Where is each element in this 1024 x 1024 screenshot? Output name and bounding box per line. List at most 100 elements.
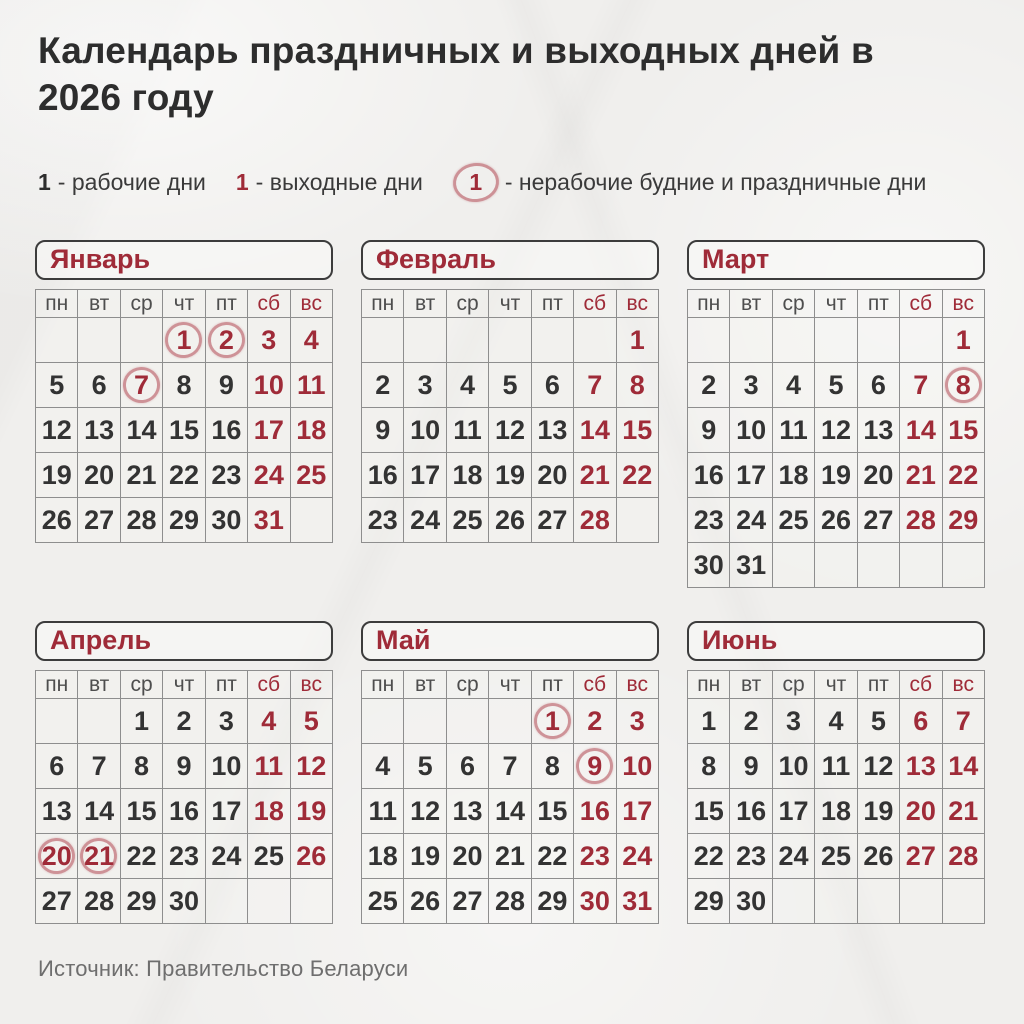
weekday-header: пн	[686, 289, 731, 318]
day-cell: 12	[488, 407, 532, 453]
day-number: 15	[622, 414, 653, 445]
day-number: 23	[579, 840, 610, 871]
day-cell: 24	[729, 497, 773, 543]
day-number: 7	[502, 750, 518, 781]
day-cell: 16	[729, 788, 773, 834]
day-cell: 3	[771, 698, 816, 744]
day-cell-empty	[856, 878, 901, 924]
day-number: 8	[544, 750, 560, 781]
day-number: 1	[955, 324, 971, 355]
day-cell: 17	[771, 788, 816, 834]
day-number: 2	[701, 369, 717, 400]
weekday-header: сб	[247, 670, 291, 699]
day-number: 1	[629, 324, 645, 355]
day-cell: 22	[119, 833, 164, 879]
day-cell: 14	[899, 407, 943, 453]
day-cell-empty	[771, 317, 816, 363]
day-number: 19	[863, 795, 894, 826]
day-number: 14	[126, 414, 157, 445]
day-number: 9	[375, 414, 391, 445]
day-cell: 6	[530, 362, 575, 408]
day-number: 24	[211, 840, 242, 871]
day-cell: 13	[899, 743, 943, 789]
weekday-header: пн	[360, 289, 405, 318]
day-number: 6	[460, 750, 476, 781]
day-cell: 22	[941, 452, 986, 498]
day-number: 3	[218, 705, 234, 736]
day-number: 23	[367, 504, 398, 535]
day-cell: 8	[119, 743, 164, 789]
day-number: 9	[701, 414, 717, 445]
day-number: 22	[168, 459, 199, 490]
day-cell: 16	[686, 452, 731, 498]
day-cell: 10	[204, 743, 249, 789]
day-cell: 27	[530, 497, 575, 543]
day-cell: 15	[615, 407, 660, 453]
day-number: 9	[743, 750, 759, 781]
day-number: 16	[168, 795, 199, 826]
weekday-header: вс	[615, 670, 660, 699]
day-number: 2	[176, 705, 192, 736]
day-cell: 8	[162, 362, 206, 408]
day-cell: 28	[488, 878, 532, 924]
day-number: 23	[211, 459, 242, 490]
day-number: 17	[211, 795, 242, 826]
day-number: 26	[41, 504, 72, 535]
day-cell: 13	[77, 407, 121, 453]
day-cell: 9	[686, 407, 731, 453]
day-cell: 25	[814, 833, 858, 879]
day-cell: 15	[686, 788, 731, 834]
month-calendar: пн вт ср чт пт сб вс 1 2 3 4 5 6 7 8 9 10 11 12 13 14 15 16 17 1…	[360, 670, 660, 924]
day-cell: 21	[119, 452, 164, 498]
day-number: 6	[91, 369, 107, 400]
day-cell-empty	[360, 317, 405, 363]
day-number: 19	[410, 840, 441, 871]
month-block-2: Февраль пн вт ср чт пт сб вс 1 2 3 4 5 6 7 8 9 10 11 12 13 14…	[360, 240, 660, 543]
day-number: 7	[955, 705, 971, 736]
day-number: 19	[41, 459, 72, 490]
day-cell: 28	[941, 833, 986, 879]
day-number: 15	[168, 414, 199, 445]
day-cell: 1	[941, 317, 986, 363]
day-number: 19	[296, 795, 327, 826]
month-title: Июнь	[687, 621, 985, 661]
day-cell-empty	[856, 542, 901, 588]
weekday-header: сб	[899, 670, 943, 699]
day-number: 4	[303, 324, 319, 355]
day-cell: 2	[360, 362, 405, 408]
day-cell: 21	[488, 833, 532, 879]
day-cell: 20	[899, 788, 943, 834]
day-cell: 9	[729, 743, 773, 789]
day-cell: 25	[360, 878, 405, 924]
legend-weekend-label: - выходные дни	[255, 169, 423, 195]
day-cell: 4	[814, 698, 858, 744]
day-number: 28	[84, 885, 115, 916]
day-number: 12	[41, 414, 72, 445]
day-cell: 23	[162, 833, 206, 879]
day-cell: 6	[899, 698, 943, 744]
day-number: 29	[948, 504, 979, 535]
day-number: 10	[253, 369, 284, 400]
weekday-header: вс	[941, 289, 986, 318]
day-number: 7	[134, 369, 150, 400]
day-number: 13	[41, 795, 72, 826]
source-caption: Источник: Правительство Беларуси	[38, 956, 409, 981]
month-title: Апрель	[35, 621, 333, 661]
legend-weekend-symbol: 1	[235, 169, 249, 195]
day-number: 22	[537, 840, 568, 871]
day-number: 10	[410, 414, 441, 445]
day-cell: 19	[856, 788, 901, 834]
month-title: Март	[687, 240, 985, 280]
day-cell: 19	[403, 833, 447, 879]
day-cell: 7	[941, 698, 986, 744]
day-cell-empty	[488, 698, 532, 744]
day-number: 31	[736, 549, 767, 580]
day-number: 18	[778, 459, 809, 490]
day-cell: 29	[119, 878, 164, 924]
day-number: 7	[587, 369, 603, 400]
day-cell: 29	[530, 878, 575, 924]
page-title: Календарь праздничных и выходных дней в …	[38, 30, 874, 118]
day-number: 5	[303, 705, 319, 736]
day-cell: 7	[77, 743, 121, 789]
day-number: 25	[253, 840, 284, 871]
